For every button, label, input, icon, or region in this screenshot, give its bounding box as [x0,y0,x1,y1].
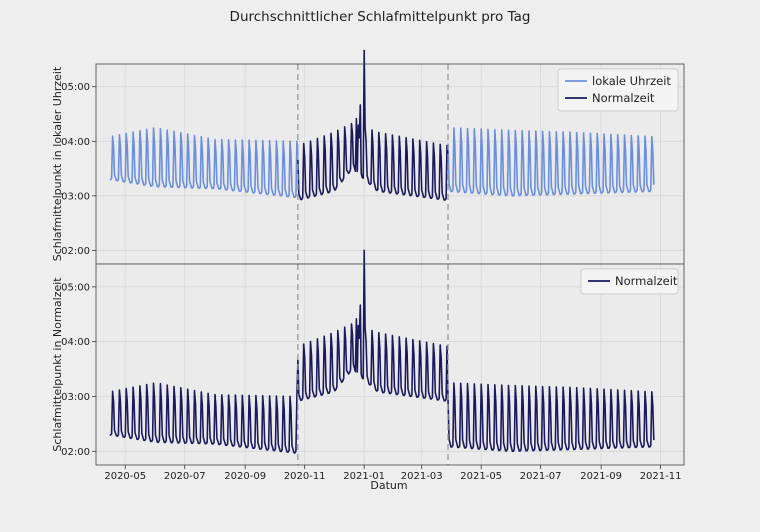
x-axis-ticks: 2020-05 2020-07 2020-09 2020-11 2021-01 2021-… [104,465,681,482]
chart-title: Durchschnittlicher Schlafmittelpunkt pro… [230,9,531,25]
x-tick-label: 2020-07 [164,471,206,482]
plot-frame [95,263,685,466]
x-axis-label: Datum [370,479,407,492]
legend-entry: Normalzeit [615,274,678,288]
x-tick-label: 2021-11 [640,471,682,482]
series-line-lokale-uhrzeit [447,127,655,197]
legend-entry: Normalzeit [592,91,655,105]
series-line-normalzeit [297,49,449,201]
y-tick-label: 02:00 [61,246,90,257]
legend-box [580,268,679,295]
y-axis-label: Schlafmittelpunkt in lokaler Uhrzeit [51,66,64,261]
y-tick-label: 05:00 [61,282,90,293]
x-tick-label: 2021-03 [401,471,443,482]
y-tick-label: 03:00 [61,392,90,403]
x-tick-label: 2020-05 [104,471,146,482]
x-tick-label: 2020-09 [224,471,266,482]
y-tick-label: 04:00 [61,137,90,148]
series-line-normalzeit [109,249,655,454]
x-tick-label: 2021-09 [580,471,622,482]
x-tick-label: 2021-07 [520,471,562,482]
legend-box [557,68,679,112]
y-tick-label: 04:00 [61,337,90,348]
y-tick-label: 05:00 [61,82,90,93]
x-tick-label: 2021-01 [343,471,385,482]
legend: lokale Uhrzeit Normalzeit [557,68,679,112]
legend-entry: lokale Uhrzeit [592,74,671,88]
y-axis-label: Schlafmittelpunkt in Normalzeit [51,277,64,452]
legend: Normalzeit [580,268,679,295]
y-tick-label: 03:00 [61,191,90,202]
series-line-lokale-uhrzeit [109,127,299,199]
x-tick-label: 2020-11 [284,471,326,482]
y-tick-label: 02:00 [61,447,90,458]
x-tick-label: 2021-05 [460,471,502,482]
